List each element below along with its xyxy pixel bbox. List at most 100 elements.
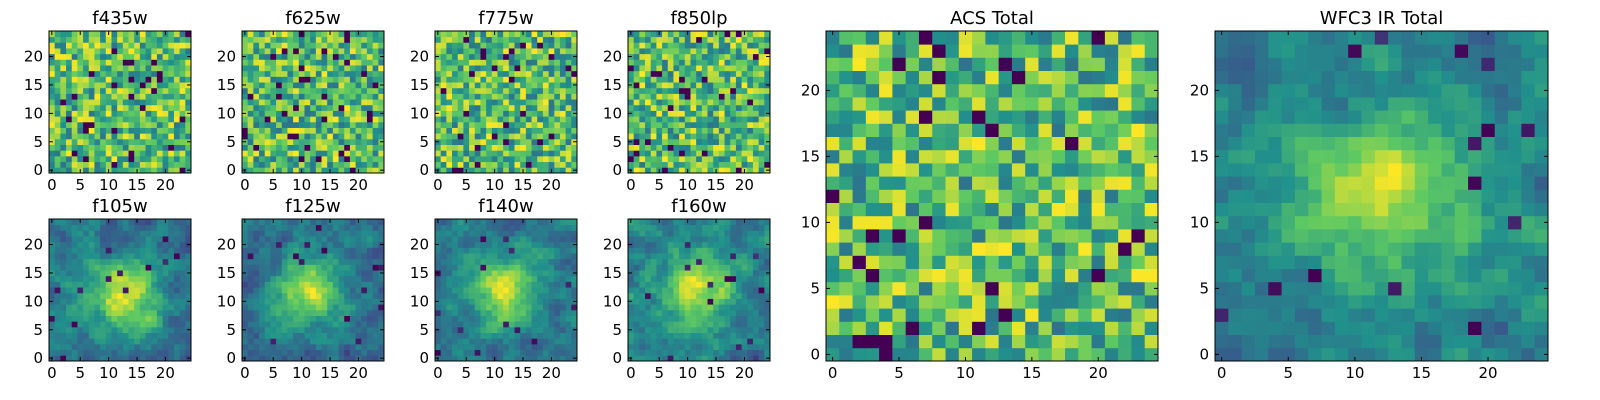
heatmap-cell [639,48,646,55]
heatmap-cell [446,116,453,123]
heatmap-cell [378,116,385,123]
heatmap-cell [452,59,459,66]
heatmap-cell [650,304,657,311]
heatmap-cell [105,321,112,328]
heatmap-cell [503,155,510,163]
heatmap-cell [128,104,135,111]
heatmap-cell [281,326,288,333]
heatmap-cell [480,161,487,168]
heatmap-cell [185,127,192,134]
heatmap-cell [469,150,476,157]
heatmap-cell [650,65,657,72]
heatmap-cell [735,138,742,145]
heatmap-cell [128,150,135,157]
heatmap-cell [304,36,311,43]
heatmap-cell [662,292,669,299]
heatmap-cell [497,304,504,311]
heatmap-cell [514,224,521,231]
heatmap-cell [179,298,186,305]
heatmap-cell [531,87,538,94]
heatmap-cell [491,309,498,316]
heatmap-cell [469,155,476,163]
heatmap-cell [162,116,169,123]
heatmap-cell [548,253,555,260]
heatmap-cell [497,326,504,333]
heatmap-cell [679,326,686,333]
heatmap-cell [554,258,561,265]
heatmap-cell [253,76,260,83]
heatmap-cell [298,321,305,328]
heatmap-cell [673,82,680,89]
heatmap-cell [565,258,572,265]
heatmap-cell [752,87,760,94]
heatmap-cell [94,138,101,145]
heatmap-cell [168,298,175,305]
heatmap-cell [764,31,771,38]
heatmap-cell [531,31,538,38]
heatmap-cell [179,241,186,248]
heatmap-cell [531,292,538,299]
heatmap-cell [168,253,175,260]
heatmap-cell [71,315,78,322]
heatmap-cell [310,121,317,128]
heatmap-cell [764,161,771,168]
heatmap-cell [656,326,663,333]
heatmap-cell [446,76,453,83]
heatmap-cell [139,253,146,260]
heatmap-cell [94,133,101,140]
heatmap-cell [293,42,300,49]
heatmap-cell [315,99,322,106]
heatmap-cell [100,150,107,157]
heatmap-cell [355,343,362,351]
heatmap-cell [168,321,175,328]
heatmap-cell [247,241,254,248]
heatmap-cell [366,167,374,174]
heatmap-cell [60,99,67,106]
heatmap-cell [71,258,78,265]
heatmap-cell [372,355,379,362]
heatmap-cell [446,264,453,271]
heatmap-cell [548,155,555,163]
heatmap-cell [508,110,515,117]
heatmap-cell [134,343,141,351]
heatmap-cell [645,349,652,356]
heatmap-cell [559,332,567,339]
heatmap-cell [276,133,283,140]
heatmap-cell [730,48,737,55]
heatmap-cell [730,70,737,77]
heatmap-cell [105,150,112,157]
heatmap-cell [66,167,73,174]
heatmap-cell [457,82,464,89]
heatmap-cell [701,287,708,294]
heatmap-cell [758,36,765,43]
heatmap-cell [366,116,374,123]
heatmap-cell [122,110,129,117]
heatmap-cell [372,338,379,345]
heatmap-cell [264,349,271,356]
heatmap-cell [66,270,73,277]
heatmap-cell [633,275,640,282]
x-tick-label: 20 [156,176,175,194]
heatmap-cell [457,70,464,77]
heatmap-cell [366,59,374,66]
heatmap-cell [508,82,515,89]
heatmap-cell [486,138,493,145]
heatmap-cell [713,87,720,94]
heatmap-cell [639,326,646,333]
heatmap-cell [259,304,266,311]
heatmap-cell [684,53,691,60]
heatmap-cell [264,70,271,77]
heatmap-cell [117,253,124,260]
heatmap-cell [168,247,175,254]
heatmap-cell [281,270,288,277]
heatmap-cell [673,116,680,123]
heatmap-cell [276,343,283,351]
heatmap-cell [247,287,254,294]
heatmap-cell [270,116,277,123]
heatmap-cell [349,82,356,89]
heatmap-cell [435,315,442,322]
heatmap-cell [486,155,493,163]
heatmap-cell [247,82,254,89]
